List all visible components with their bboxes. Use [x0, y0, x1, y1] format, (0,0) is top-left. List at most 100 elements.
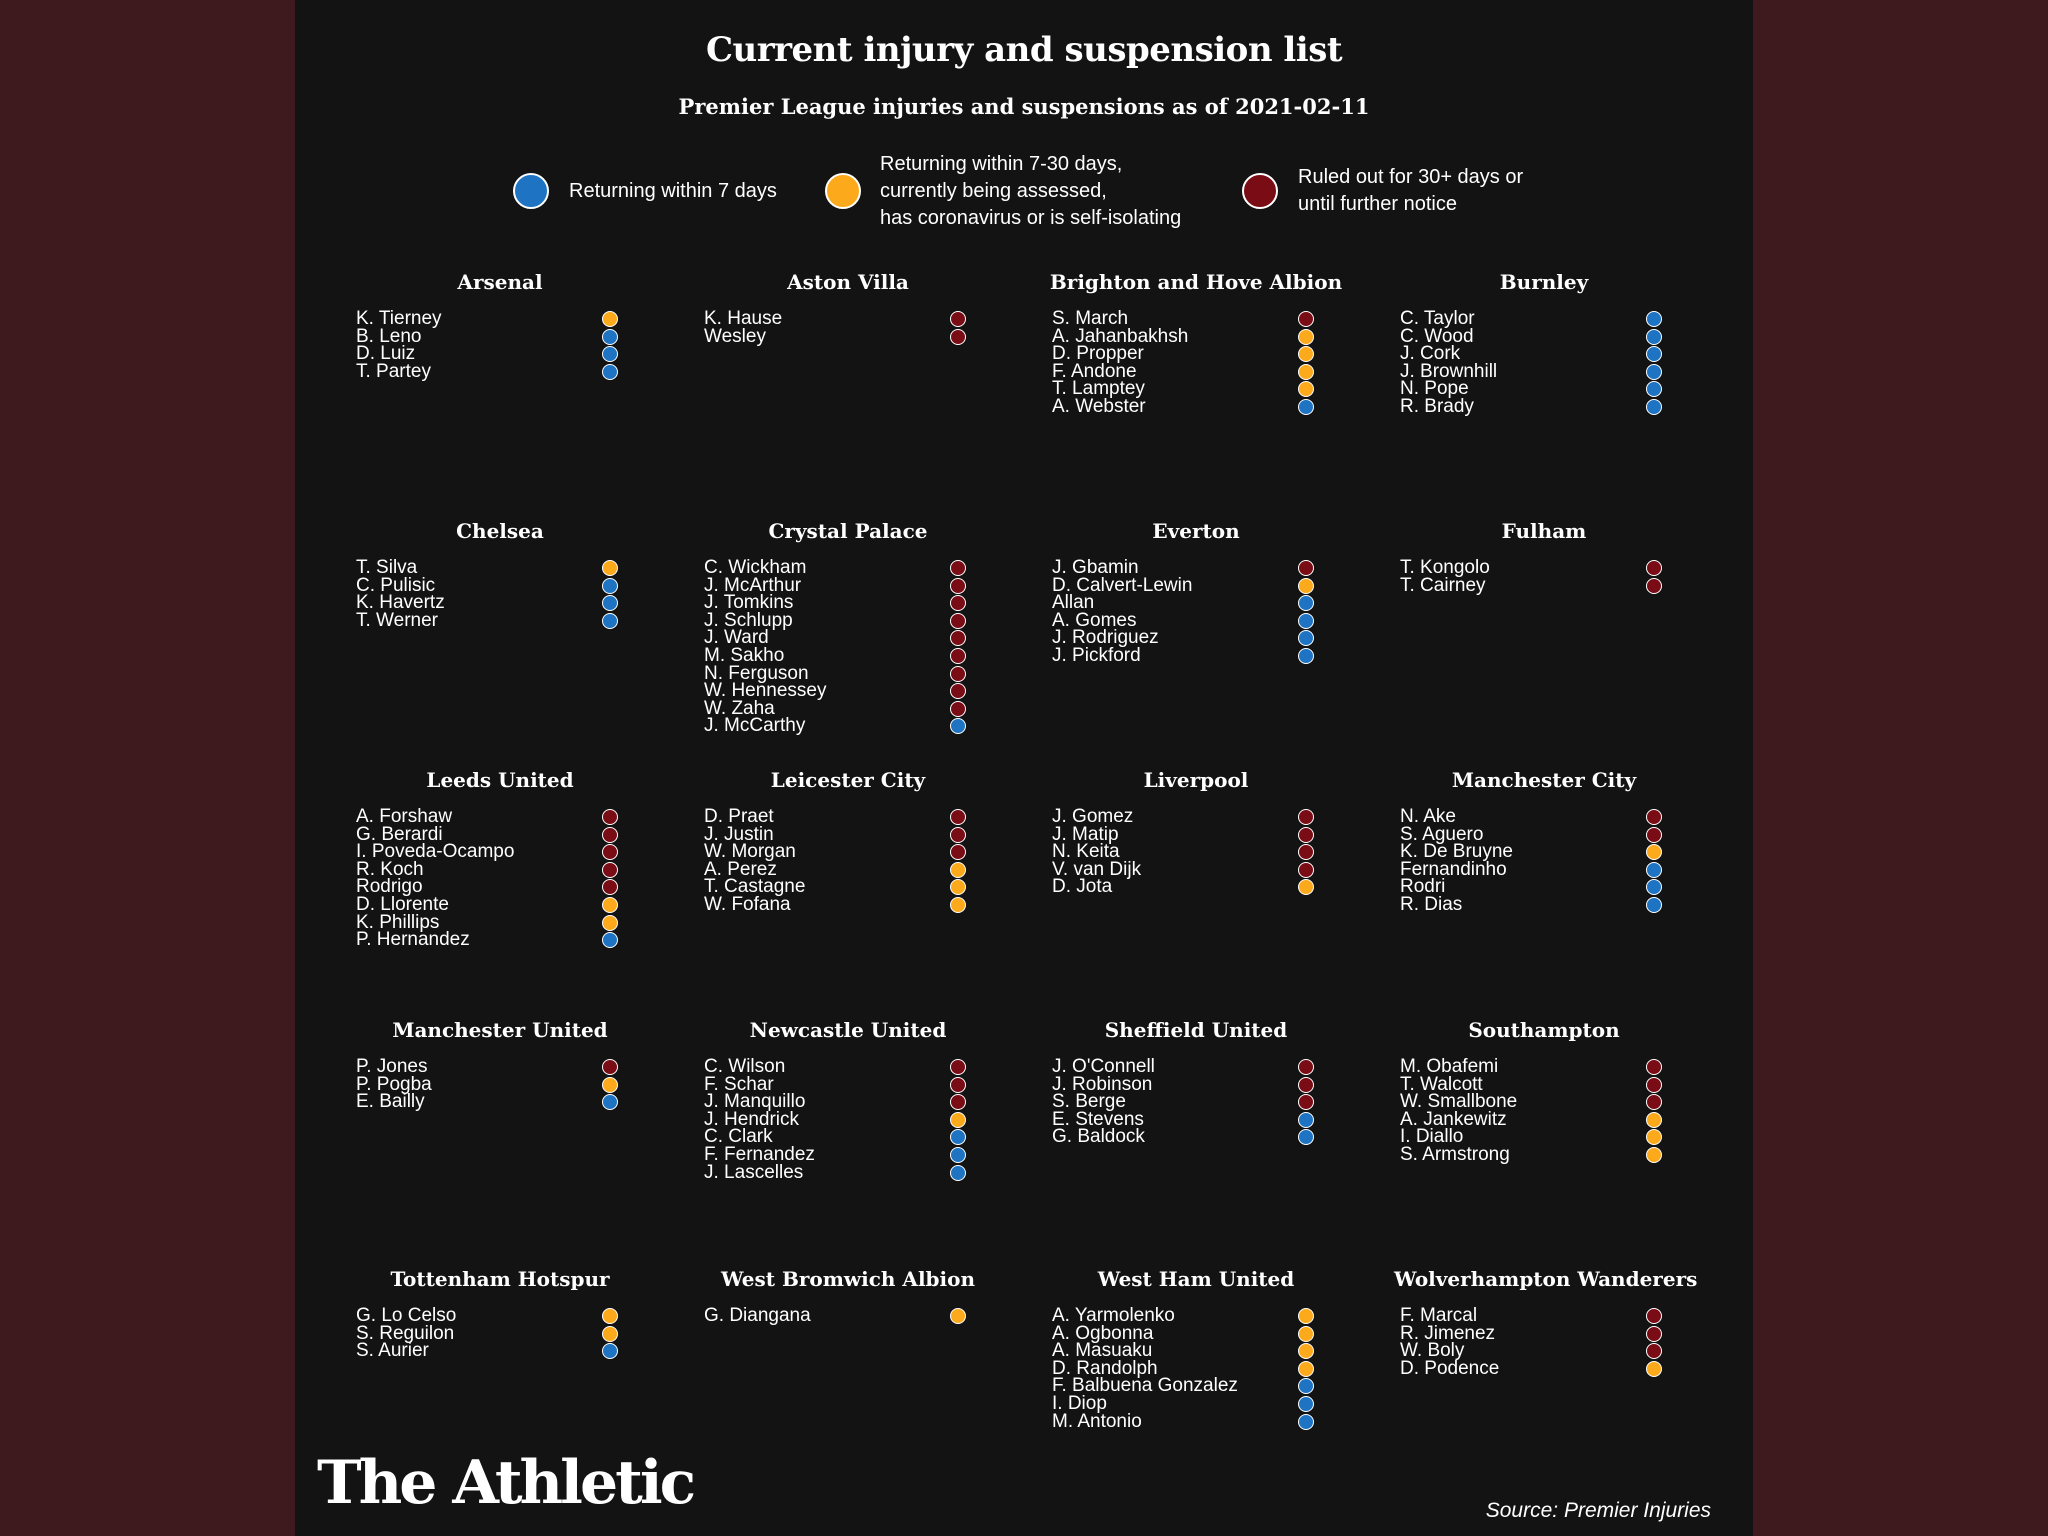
player-name: C. Taylor [1400, 308, 1475, 329]
status-red-dot [1646, 1325, 1662, 1342]
player-name: N. Ake [1400, 806, 1456, 827]
player-row: J. Robinson [1046, 1073, 1346, 1095]
player-name: W. Zaha [704, 697, 775, 719]
player-row: C. Wood [1394, 325, 1694, 347]
player-row: I. Poveda-Ocampo [350, 842, 650, 861]
player-list: N. Ake S. Aguero K. De Bruyne Fernandinho Ro… [1394, 806, 1694, 914]
status-red-dot [602, 861, 618, 878]
status-blue-dot [950, 718, 966, 735]
player-name: C. Pulisic [356, 574, 436, 596]
player-name: J. McCarthy [704, 715, 806, 737]
player-row: A. Ogbonna [1046, 1324, 1346, 1342]
player-name: W. Fofana [704, 893, 791, 915]
status-red-dot [1646, 1308, 1662, 1324]
player-row: A. Gomes [1046, 611, 1346, 630]
status-orange-dot [602, 560, 618, 576]
player-name: D. Llorente [356, 893, 449, 915]
player-row: K. Phillips [350, 913, 650, 931]
player-row: Rodrigo [350, 878, 650, 896]
page-title: Current injury and suspension list [705, 30, 1343, 70]
player-row: M. Obafemi [1394, 1057, 1694, 1076]
player-list: J. Gbamin D. Calvert-Lewin Allan A. Gomes J.… [1046, 558, 1346, 665]
status-blue-dot [602, 612, 618, 629]
status-red-dot [950, 1076, 966, 1093]
status-orange-dot [1646, 1111, 1662, 1128]
player-row: J. Ward [698, 629, 998, 647]
player-row: F. Marcal [1394, 1306, 1694, 1325]
player-list: F. Marcal R. Jimenez W. Boly D. Podence [1394, 1306, 1694, 1378]
player-name: Fernandinho [1400, 858, 1507, 880]
player-name: D. Randolph [1052, 1357, 1158, 1379]
status-red-dot [1298, 311, 1314, 327]
player-name: C. Wood [1400, 325, 1474, 347]
player-name: J. Hendrick [704, 1108, 800, 1130]
player-name: A. Yarmolenko [1052, 1305, 1175, 1326]
player-list: C. Taylor C. Wood J. Cork J. Brownhill N. Po… [1394, 308, 1694, 416]
status-orange-dot [1646, 1360, 1662, 1377]
status-red-dot [950, 577, 966, 594]
status-blue-dot [1646, 346, 1662, 363]
player-row: Fernandinho [1394, 858, 1694, 880]
player-name: G. Berardi [356, 823, 443, 845]
player-row: D. Praet [698, 806, 998, 827]
player-name: G. Diangana [704, 1305, 811, 1326]
player-name: N. Keita [1052, 841, 1120, 863]
status-orange-dot [1298, 1360, 1314, 1377]
player-list: K. Hause Wesley [698, 309, 998, 345]
status-orange-dot [1298, 346, 1314, 363]
status-blue-dot [1298, 1395, 1314, 1412]
player-name: J. Robinson [1052, 1073, 1153, 1095]
team-name: Wolverhampton Wanderers [1394, 1267, 1698, 1291]
status-blue-dot [1646, 398, 1662, 415]
status-red-dot [1298, 1094, 1314, 1111]
status-blue-dot [950, 1146, 966, 1163]
player-name: T. Silva [356, 557, 418, 578]
player-row: N. Ake [1394, 806, 1694, 827]
player-name: T. Partey [356, 360, 431, 382]
player-name: C. Wickham [704, 557, 807, 578]
player-name: T. Walcott [1400, 1073, 1483, 1095]
player-row: W. Hennessey [698, 681, 998, 700]
player-row: D. Calvert-Lewin [1046, 576, 1346, 594]
status-blue-dot [1646, 861, 1662, 878]
status-red-dot [1646, 577, 1662, 594]
player-row: W. Zaha [698, 697, 998, 719]
player-name: J. Tomkins [704, 592, 794, 614]
player-row: Rodri [1394, 878, 1694, 896]
player-name: C. Clark [704, 1126, 773, 1148]
status-blue-dot [1298, 595, 1314, 612]
status-red-dot [1646, 1343, 1662, 1360]
status-red-dot [1298, 1076, 1314, 1093]
player-list: T. Silva C. Pulisic K. Havertz T. Werner [350, 557, 650, 630]
player-row: J. Tomkins [698, 592, 998, 614]
player-row: T. Cairney [1394, 576, 1694, 594]
player-row: C. Clark [698, 1128, 998, 1146]
player-name: A. Forshaw [356, 806, 453, 827]
player-name: J. O'Connell [1052, 1056, 1155, 1077]
status-orange-dot [602, 311, 618, 327]
player-row: A. Masuaku [1046, 1340, 1346, 1362]
player-name: Rodrigo [356, 876, 423, 898]
team-name: Crystal Palace [768, 519, 928, 543]
player-row: D. Luiz [350, 344, 650, 363]
player-row: K. Tierney [350, 309, 650, 328]
player-name: D. Praet [704, 806, 774, 827]
status-red-dot [950, 311, 966, 327]
status-red-dot [602, 809, 618, 825]
status-red-dot [602, 1059, 618, 1075]
player-name: W. Morgan [704, 841, 796, 863]
status-orange-dot [1646, 844, 1662, 861]
player-name: A. Masuaku [1052, 1340, 1153, 1362]
team-name: Sheffield United [1104, 1018, 1288, 1042]
status-orange-dot [950, 896, 966, 913]
status-blue-dot [1646, 896, 1662, 913]
player-row: J. Matip [1046, 825, 1346, 843]
status-blue-dot [602, 1094, 618, 1111]
status-blue-dot [602, 595, 618, 612]
team-name: West Ham United [1097, 1267, 1295, 1291]
status-red-dot [950, 844, 966, 861]
player-name: J. Brownhill [1400, 360, 1498, 382]
player-name: F. Balbuena Gonzalez [1052, 1375, 1238, 1397]
player-list: K. Tierney B. Leno D. Luiz T. Partey [350, 309, 650, 382]
status-red-dot [950, 1059, 966, 1075]
